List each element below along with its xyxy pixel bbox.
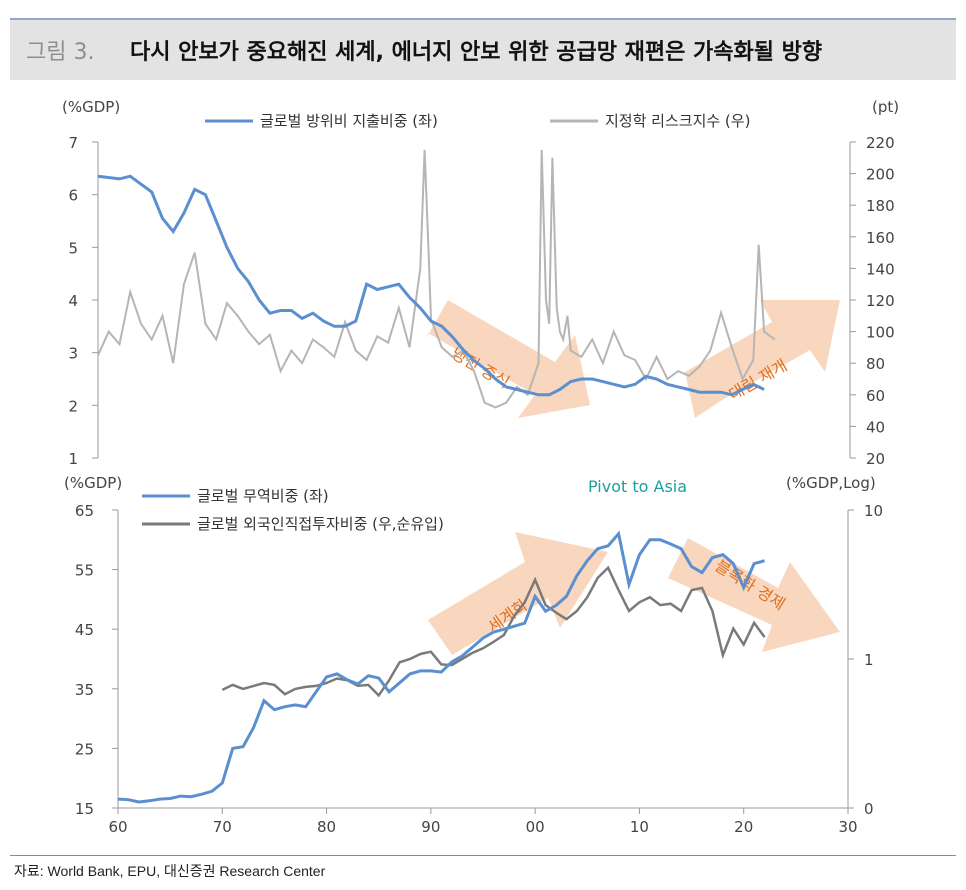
bottom-left-tick-labels: 15 25 35 45 55 65 bbox=[75, 502, 118, 818]
legend-defense-label: 글로벌 방위비 지출비중 (좌) bbox=[260, 112, 438, 130]
top-right-tick: 40 bbox=[866, 418, 885, 436]
top-chart: 1 2 3 4 5 6 7 20 40 60 80 100 120 140 160 180 200 220 (%… bbox=[62, 98, 899, 468]
bottom-left-tick: 25 bbox=[75, 740, 94, 758]
arrow-cold-war-end bbox=[425, 300, 590, 418]
legend-trade-label: 글로벌 무역비중 (좌) bbox=[197, 487, 329, 505]
top-right-tick: 100 bbox=[866, 324, 895, 342]
top-right-tick: 60 bbox=[866, 387, 885, 405]
top-arrow-group bbox=[425, 300, 840, 418]
bottom-x-tick: 00 bbox=[526, 818, 545, 836]
top-left-tick: 4 bbox=[68, 292, 78, 310]
bottom-x-tick: 30 bbox=[838, 818, 857, 836]
top-right-tick: 220 bbox=[866, 134, 895, 152]
series-geopolitical-risk bbox=[97, 149, 776, 409]
bottom-x-tick: 60 bbox=[108, 818, 127, 836]
bottom-left-tick: 65 bbox=[75, 502, 94, 520]
bottom-x-tick: 20 bbox=[734, 818, 753, 836]
bottom-x-tick-labels: 60 70 80 90 00 10 20 30 bbox=[108, 808, 858, 836]
bottom-right-tick-labels: 0 1 10 bbox=[848, 502, 883, 818]
bottom-right-tick: 1 bbox=[864, 651, 874, 669]
top-right-tick: 200 bbox=[866, 166, 895, 184]
bottom-left-unit: (%GDP) bbox=[64, 474, 122, 492]
bottom-x-tick: 80 bbox=[317, 818, 336, 836]
source-divider bbox=[10, 855, 956, 856]
top-right-tick: 180 bbox=[866, 197, 895, 215]
top-right-tick: 140 bbox=[866, 260, 895, 278]
top-right-tick: 80 bbox=[866, 355, 885, 373]
bottom-left-tick: 15 bbox=[75, 800, 94, 818]
top-left-tick: 5 bbox=[68, 239, 78, 257]
top-left-tick: 2 bbox=[68, 397, 78, 415]
bottom-left-tick: 55 bbox=[75, 562, 94, 580]
bottom-x-tick: 90 bbox=[421, 818, 440, 836]
bottom-chart: 15 25 35 45 55 65 0 1 10 60 70 80 90 00 10 20 30 (%GDP… bbox=[64, 474, 883, 836]
figure-title: 다시 안보가 중요해진 세계, 에너지 안보 위한 공급망 재편은 가속화될 방… bbox=[130, 40, 823, 65]
top-right-tick: 160 bbox=[866, 229, 895, 247]
bottom-left-tick: 35 bbox=[75, 681, 94, 699]
figure-number: 그림 3. bbox=[26, 40, 95, 65]
pivot-to-asia-label: Pivot to Asia bbox=[588, 477, 687, 496]
top-plot-area bbox=[98, 142, 850, 458]
bottom-arrow-group bbox=[428, 532, 840, 655]
series-trade-share bbox=[117, 530, 765, 804]
title-bar: 그림 3. 다시 안보가 중요해진 세계, 에너지 안보 위한 공급망 재편은 … bbox=[10, 18, 956, 80]
arrow-globalization bbox=[428, 532, 608, 655]
top-left-tick: 3 bbox=[68, 345, 78, 363]
top-right-tick: 20 bbox=[866, 450, 885, 468]
top-left-unit: (%GDP) bbox=[62, 98, 120, 116]
top-right-tick-labels: 20 40 60 80 100 120 140 160 180 200 220 bbox=[850, 134, 895, 468]
top-right-tick: 120 bbox=[866, 292, 895, 310]
bottom-right-tick: 0 bbox=[864, 800, 874, 818]
series-defense-spending bbox=[97, 174, 765, 397]
legend-fdi-label: 글로벌 외국인직접투자비중 (우,순유입) bbox=[197, 515, 444, 533]
top-left-tick: 6 bbox=[68, 187, 78, 205]
bottom-right-unit: (%GDP,Log) bbox=[786, 474, 876, 492]
series-fdi-share bbox=[221, 565, 766, 698]
top-left-tick: 1 bbox=[68, 450, 78, 468]
arrow-confrontation bbox=[685, 300, 840, 418]
bottom-x-tick: 10 bbox=[630, 818, 649, 836]
top-left-tick: 7 bbox=[68, 134, 78, 152]
source-note: 자료: World Bank, EPU, 대신증권 Research Cente… bbox=[14, 863, 326, 879]
legend-georisk-label: 지정학 리스크지수 (우) bbox=[605, 112, 750, 130]
bottom-x-tick: 70 bbox=[213, 818, 232, 836]
bottom-right-tick: 10 bbox=[864, 502, 883, 520]
top-right-unit: (pt) bbox=[872, 98, 899, 116]
arrow-bloc-economy bbox=[668, 538, 840, 652]
bottom-left-tick: 45 bbox=[75, 621, 94, 639]
top-left-tick-labels: 1 2 3 4 5 6 7 bbox=[68, 134, 98, 468]
